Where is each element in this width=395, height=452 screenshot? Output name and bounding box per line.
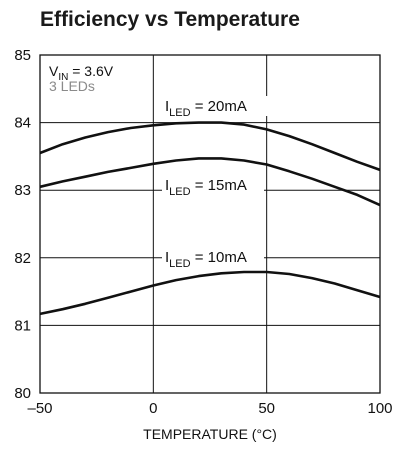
series-line <box>39 121 381 172</box>
chart-title: Efficiency vs Temperature <box>40 8 300 31</box>
series-label-bg <box>162 175 264 195</box>
y-tick-label: 80 <box>14 385 31 402</box>
y-tick-label: 84 <box>14 115 31 132</box>
y-tick-label: 85 <box>14 47 31 64</box>
x-tick-label: –50 <box>27 400 52 417</box>
y-tick-label: 83 <box>14 182 31 199</box>
x-tick-label: 0 <box>149 400 157 417</box>
series-label: ILED = 15mA <box>165 177 247 198</box>
series-label-bg <box>162 96 272 116</box>
conditions-bg <box>46 58 130 96</box>
plot-area-frame <box>39 54 381 394</box>
series-label: ILED = 20mA <box>165 98 247 119</box>
y-tick-label: 82 <box>14 250 31 267</box>
led-count-condition: 3 LEDs <box>49 78 95 94</box>
series-labels: ILED = 20mA ILED = 15mA ILED = 10mA <box>162 96 272 270</box>
series-line <box>39 270 381 316</box>
tick-labels: 80 81 82 83 84 85 –50 0 50 100 <box>14 47 392 417</box>
series-label-bg <box>162 247 264 267</box>
x-tick-label: 100 <box>367 400 392 417</box>
x-tick-label: 50 <box>258 400 275 417</box>
x-axis-label: TEMPERATURE (°C) <box>143 426 277 442</box>
series-label: ILED = 10mA <box>165 249 247 270</box>
vin-condition: VIN = 3.6V <box>49 63 114 83</box>
series-lines <box>39 121 381 316</box>
test-conditions: VIN = 3.6V3 LEDs <box>46 58 130 96</box>
series-line <box>39 157 381 207</box>
y-tick-label: 81 <box>14 317 31 334</box>
